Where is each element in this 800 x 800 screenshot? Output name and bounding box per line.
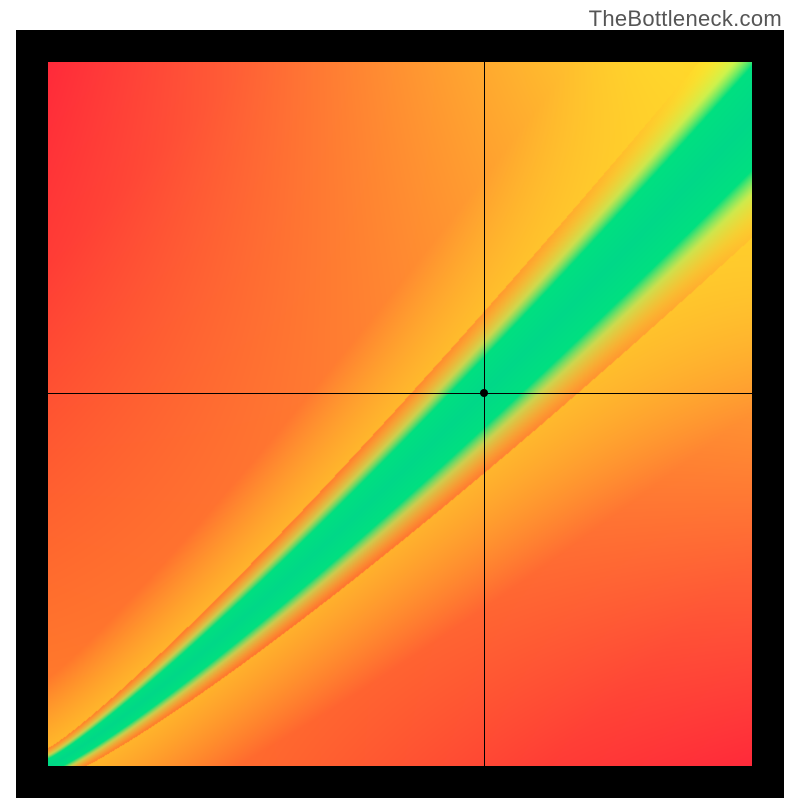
- crosshair-vertical: [484, 62, 485, 766]
- heatmap-plot-area: [48, 62, 752, 766]
- figure-wrapper: TheBottleneck.com: [0, 0, 800, 800]
- heatmap-canvas: [48, 62, 752, 766]
- chart-outer-border: [16, 30, 784, 798]
- crosshair-horizontal: [48, 393, 752, 394]
- watermark-label: TheBottleneck.com: [589, 6, 782, 32]
